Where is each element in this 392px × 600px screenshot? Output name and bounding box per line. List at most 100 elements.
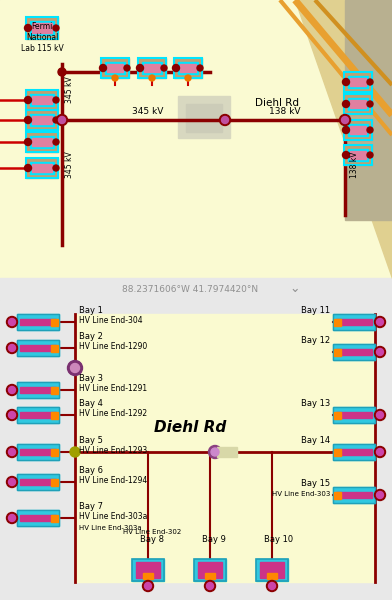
Circle shape (7, 343, 18, 353)
Bar (17, 510, 59, 526)
Bar (178, 62, 198, 74)
Bar (336, 412, 372, 418)
Bar (144, 64, 160, 72)
Bar (256, 559, 288, 581)
Bar (344, 120, 372, 140)
Circle shape (9, 514, 16, 521)
Bar (334, 449, 341, 455)
Text: ⌄: ⌄ (290, 283, 300, 295)
Bar (26, 17, 58, 39)
Bar (17, 474, 59, 490)
Bar (333, 314, 375, 330)
Bar (334, 491, 341, 499)
Circle shape (339, 115, 350, 125)
Text: 345 kV: 345 kV (65, 152, 74, 178)
Text: 138 kV: 138 kV (269, 107, 301, 116)
Bar (344, 94, 372, 114)
Circle shape (7, 446, 18, 457)
Bar (17, 382, 59, 398)
Bar (20, 319, 56, 325)
Bar (26, 90, 58, 110)
Text: Bay 15: Bay 15 (301, 479, 330, 488)
Bar (217, 447, 237, 457)
Bar (17, 340, 59, 356)
Bar (174, 58, 202, 78)
Bar (51, 479, 58, 485)
Circle shape (24, 116, 31, 124)
Bar (348, 124, 368, 136)
Bar (333, 407, 375, 423)
Polygon shape (295, 0, 392, 278)
Bar (17, 444, 59, 460)
Bar (101, 58, 129, 78)
Bar (333, 444, 375, 460)
Circle shape (211, 448, 219, 456)
Circle shape (172, 64, 180, 71)
Bar (30, 136, 54, 148)
Circle shape (9, 319, 16, 325)
Bar (350, 100, 366, 108)
Bar (17, 340, 59, 356)
Circle shape (220, 115, 230, 125)
Circle shape (370, 447, 380, 457)
Bar (194, 559, 226, 581)
Circle shape (7, 317, 18, 328)
Text: HV Line End-1292: HV Line End-1292 (79, 409, 147, 418)
Circle shape (197, 65, 203, 71)
Bar (333, 444, 375, 460)
Bar (105, 62, 125, 74)
Bar (26, 132, 58, 152)
Bar (178, 96, 230, 138)
Bar (17, 382, 59, 398)
Bar (344, 120, 372, 140)
Bar (20, 345, 56, 351)
Circle shape (207, 583, 214, 589)
Text: Bay 6: Bay 6 (79, 466, 103, 475)
Text: Bay 13: Bay 13 (301, 399, 330, 408)
Circle shape (376, 412, 383, 419)
Bar (51, 449, 58, 455)
Bar (132, 559, 164, 581)
Bar (26, 17, 58, 39)
Circle shape (149, 75, 155, 81)
Bar (180, 64, 196, 72)
Bar (344, 145, 372, 165)
Circle shape (341, 116, 348, 124)
Circle shape (7, 512, 18, 523)
Bar (32, 116, 52, 124)
Bar (198, 562, 222, 578)
Circle shape (9, 386, 16, 394)
Circle shape (53, 97, 59, 103)
Bar (138, 58, 166, 78)
Text: Bay 2: Bay 2 (79, 332, 103, 341)
Circle shape (374, 446, 385, 457)
Bar (51, 412, 58, 419)
Circle shape (367, 152, 373, 158)
Bar (17, 314, 59, 330)
Bar (30, 21, 54, 35)
Text: HV Line End-302: HV Line End-302 (123, 529, 181, 535)
Bar (32, 138, 52, 146)
Bar (348, 76, 368, 88)
Text: HV Line End-1294: HV Line End-1294 (79, 476, 147, 485)
Bar (334, 349, 341, 355)
Bar (345, 0, 392, 220)
Bar (30, 162, 54, 174)
Text: HV Line End-1290: HV Line End-1290 (79, 342, 147, 351)
Bar (333, 344, 375, 360)
Circle shape (376, 449, 383, 455)
Bar (17, 407, 59, 423)
Bar (136, 562, 160, 578)
Bar (51, 514, 58, 521)
Circle shape (53, 165, 59, 171)
Bar (20, 449, 56, 455)
Bar (51, 319, 58, 325)
Circle shape (376, 349, 383, 355)
Bar (26, 90, 58, 110)
Circle shape (56, 115, 67, 125)
Bar (336, 349, 372, 355)
Text: Diehl Rd: Diehl Rd (154, 420, 226, 435)
Text: HV Line End-303a: HV Line End-303a (79, 525, 142, 531)
Text: Bay 8: Bay 8 (140, 535, 164, 544)
Circle shape (7, 385, 18, 395)
